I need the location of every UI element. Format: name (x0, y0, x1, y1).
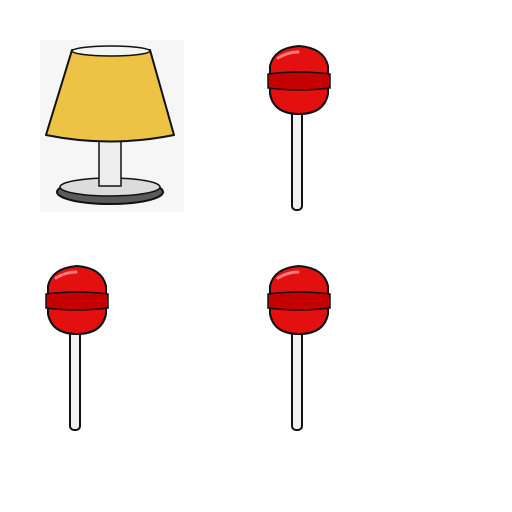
lollipop-icon (267, 264, 331, 431)
lollipop-tile (40, 264, 114, 434)
lamp-tile (40, 40, 184, 212)
lamp-icon (40, 40, 184, 212)
lollipop-icon (267, 44, 331, 211)
lollipop-tile (262, 44, 336, 214)
lollipop-tile (262, 264, 336, 434)
lollipop-icon (45, 264, 109, 431)
